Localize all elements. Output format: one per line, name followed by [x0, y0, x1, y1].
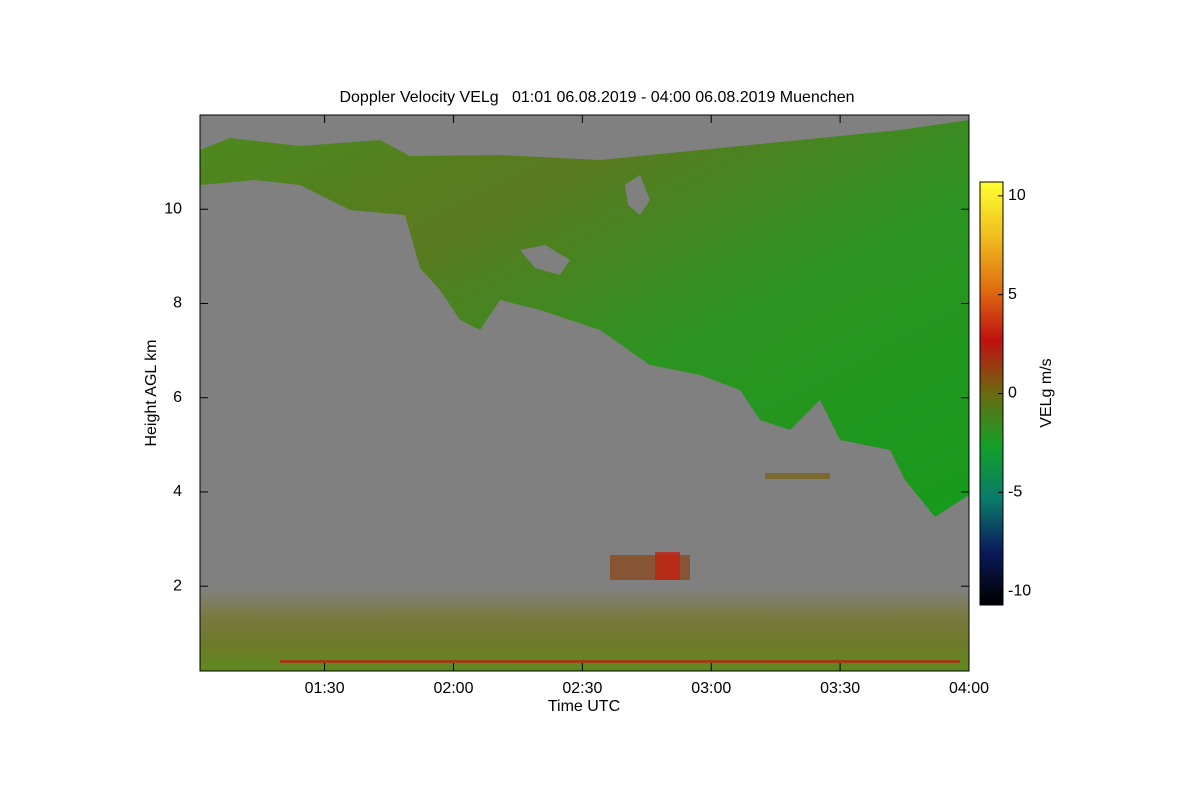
x-tick-label: 01:30 [305, 680, 345, 697]
y-tick-label: 4 [173, 483, 182, 500]
chart-title: Doppler Velocity VELg 01:01 06.08.2019 -… [339, 89, 854, 106]
x-tick-label: 04:00 [949, 680, 989, 697]
y-tick-label: 10 [164, 200, 182, 217]
x-axis-label: Time UTC [548, 698, 620, 715]
x-tick-label: 02:30 [562, 680, 602, 697]
colorbar-tick-label: 0 [1008, 385, 1017, 402]
y-tick-label: 2 [173, 577, 182, 594]
colorbar-tick-label: -5 [1008, 484, 1022, 501]
colorbar-tick-label: 5 [1008, 286, 1017, 303]
y-axis-label: Height AGL km [143, 339, 160, 446]
colorbar-tick-label: -10 [1008, 582, 1031, 599]
colorbar-label: VELg m/s [1038, 358, 1055, 427]
colorbar-tick-label: 10 [1008, 187, 1026, 204]
x-tick-label: 03:00 [691, 680, 731, 697]
x-tick-label: 02:00 [433, 680, 473, 697]
x-tick-label: 03:30 [820, 680, 860, 697]
y-tick-label: 8 [173, 295, 182, 312]
y-tick-label: 6 [173, 389, 182, 406]
plot-frame [199, 114, 970, 672]
heatmap-field [200, 115, 969, 671]
